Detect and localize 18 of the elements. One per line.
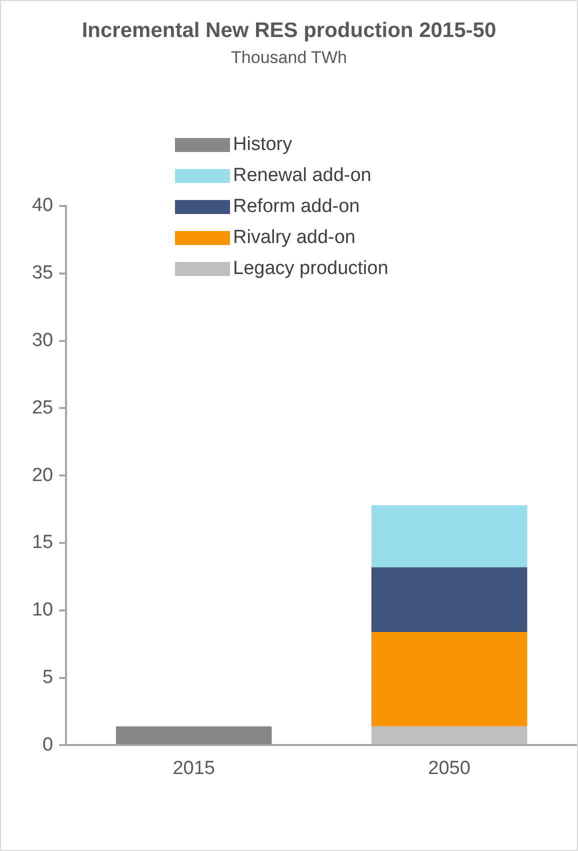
y-tick-label: 10 — [32, 600, 54, 621]
x-tick-label: 2015 — [172, 758, 215, 779]
legend-label: Renewal add-on — [233, 164, 372, 186]
legend-label: Legacy production — [233, 258, 388, 280]
y-tick-label: 25 — [32, 397, 54, 418]
chart-subtitle: Thousand TWh — [230, 48, 348, 68]
x-tick-label: 2050 — [428, 758, 470, 779]
y-tick-label: 15 — [32, 532, 54, 554]
legend-label: History — [233, 134, 292, 156]
y-tick-label: 5 — [42, 667, 54, 688]
y-tick-label: 40 — [32, 195, 54, 216]
y-tick-label: 30 — [32, 330, 54, 352]
chart-title: Incremental New RES production 2015-50 — [80, 19, 498, 43]
y-tick-label: 0 — [42, 734, 54, 756]
y-tick-label: 20 — [32, 464, 54, 486]
legend-label: Rivalry add-on — [233, 226, 356, 248]
legend-label: Reform add-on — [233, 196, 360, 218]
y-tick-label: 35 — [32, 262, 54, 284]
